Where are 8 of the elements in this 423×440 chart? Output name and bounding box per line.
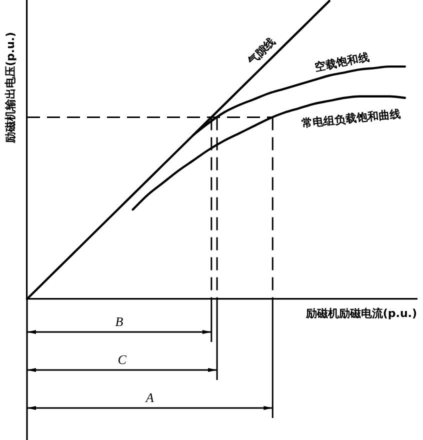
text: 气隙线 xyxy=(244,34,278,68)
y-axis-title: 励磁机输出电压(p.u.) xyxy=(4,32,17,144)
x-axis-title: 励磁机励磁电流(p.u.) xyxy=(304,306,417,320)
text: B xyxy=(115,314,124,329)
text: C xyxy=(118,352,127,367)
text: A xyxy=(144,390,154,405)
text: 空载饱和线 xyxy=(314,50,370,74)
text: 常电组负载饱和曲线 xyxy=(301,107,401,130)
